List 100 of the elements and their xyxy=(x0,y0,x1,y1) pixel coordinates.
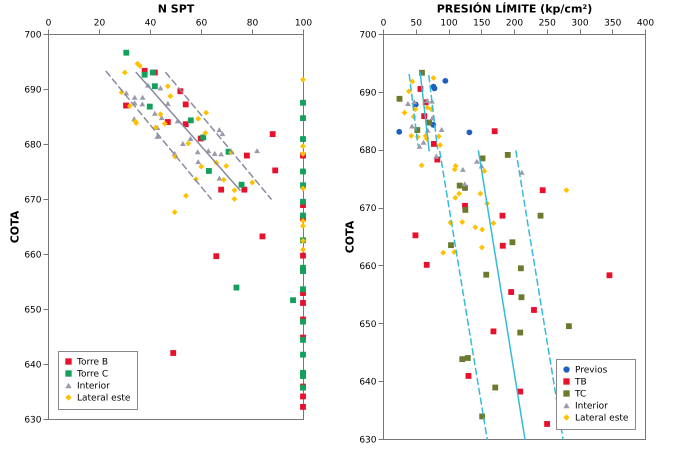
legend-label: Torre B xyxy=(76,358,108,368)
point xyxy=(182,101,189,108)
point xyxy=(185,140,192,146)
y-tick-label: 670 xyxy=(24,196,42,206)
point xyxy=(538,212,544,219)
point xyxy=(479,226,486,232)
point xyxy=(531,307,537,313)
point xyxy=(170,350,176,356)
point xyxy=(142,72,148,78)
y-tick-label: 680 xyxy=(24,140,42,150)
point xyxy=(409,123,415,129)
point xyxy=(206,168,212,174)
point xyxy=(198,164,204,170)
point xyxy=(424,262,430,268)
point xyxy=(241,186,248,193)
point xyxy=(158,115,165,120)
x-tick-label: 100 xyxy=(294,18,312,28)
y-tick-label: 660 xyxy=(24,250,42,260)
point xyxy=(490,220,496,226)
point xyxy=(466,373,472,379)
point xyxy=(122,70,128,76)
point xyxy=(563,187,570,194)
point xyxy=(420,140,426,145)
point xyxy=(203,110,210,116)
point xyxy=(202,130,208,136)
point xyxy=(402,110,408,116)
y-tick-label: 660 xyxy=(359,262,377,272)
x-tick-label: 400 xyxy=(636,18,654,28)
point xyxy=(606,272,612,278)
point xyxy=(408,132,414,139)
point xyxy=(459,219,466,225)
x-tick-label: 50 xyxy=(410,18,422,28)
point xyxy=(508,289,514,295)
point xyxy=(490,328,496,334)
x-tick-label: 300 xyxy=(571,18,589,28)
x-tick-label: 60 xyxy=(196,18,208,28)
point xyxy=(462,206,468,213)
x-axis-title: PRESIÓN LÍMITE (kp/cm²) xyxy=(436,2,592,16)
point xyxy=(220,131,226,136)
point xyxy=(300,318,306,325)
point xyxy=(272,167,278,174)
legend-label: Interior xyxy=(77,382,110,392)
point xyxy=(300,394,306,400)
point xyxy=(396,128,402,135)
x-tick-label: 0 xyxy=(380,18,387,28)
point xyxy=(300,198,306,205)
point xyxy=(300,143,306,150)
point xyxy=(406,88,412,94)
y-axis-title: COTA xyxy=(343,220,356,254)
y-axis-title: COTA xyxy=(8,210,22,244)
y-tick-label: 690 xyxy=(24,86,42,96)
point xyxy=(416,144,422,149)
point xyxy=(510,239,516,246)
y-tick-label: 680 xyxy=(359,146,377,156)
point xyxy=(440,250,446,256)
x-tick-label: 0 xyxy=(46,18,52,28)
point xyxy=(448,242,454,248)
point xyxy=(290,297,296,304)
point xyxy=(231,187,238,194)
point xyxy=(220,176,227,183)
point xyxy=(566,323,572,330)
point xyxy=(172,209,178,216)
point xyxy=(300,373,306,380)
legend-label: TC xyxy=(574,390,586,400)
y-tick-label: 630 xyxy=(24,416,42,426)
x-tick-label: 80 xyxy=(246,18,258,28)
point xyxy=(164,83,171,90)
x-tick-label: 250 xyxy=(538,18,556,28)
point xyxy=(200,134,206,140)
legend-label: Lateral este xyxy=(77,394,131,404)
point xyxy=(140,94,146,100)
point xyxy=(300,168,306,174)
point xyxy=(300,300,306,306)
point xyxy=(146,104,153,110)
point xyxy=(472,224,478,230)
point xyxy=(270,131,276,138)
point xyxy=(300,100,306,106)
point xyxy=(188,136,194,142)
point xyxy=(218,186,224,193)
point xyxy=(195,116,202,122)
x-tick-label: 150 xyxy=(473,18,491,28)
legend-label: Interior xyxy=(575,402,608,412)
y-tick-label: 700 xyxy=(24,30,42,40)
point xyxy=(300,352,306,358)
legend-label: Torre C xyxy=(76,370,108,380)
point xyxy=(238,182,244,188)
point xyxy=(518,294,524,300)
point xyxy=(260,233,266,240)
point xyxy=(517,330,524,336)
point xyxy=(234,284,240,290)
point xyxy=(500,212,506,219)
point xyxy=(430,141,437,147)
point xyxy=(212,150,218,156)
point xyxy=(244,152,250,158)
point xyxy=(158,111,164,118)
point xyxy=(300,404,306,410)
x-tick-label: 20 xyxy=(94,18,106,28)
point xyxy=(456,182,463,188)
point xyxy=(456,190,462,197)
x-tick-label: 200 xyxy=(506,18,524,28)
